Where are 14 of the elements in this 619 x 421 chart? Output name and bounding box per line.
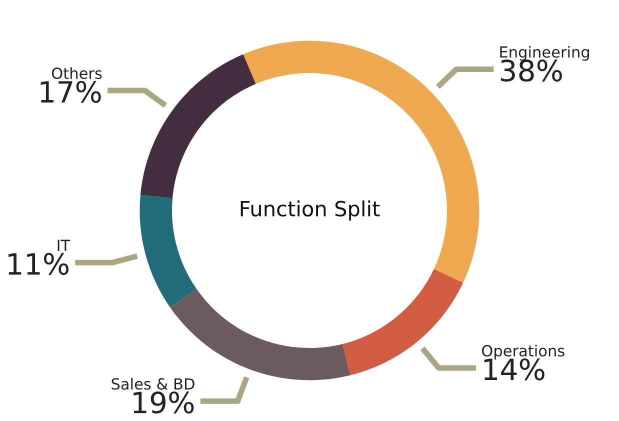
slice-label: Engineering: [500, 46, 589, 61]
slice-label: Sales & BD: [112, 378, 194, 390]
donut-slice: [342, 269, 464, 376]
data-label: 14%: [484, 358, 544, 380]
slice-label: Operations: [482, 344, 564, 360]
data-label: 38%: [500, 60, 562, 82]
data-label: 17%: [40, 80, 101, 103]
data-label: 19%: [134, 391, 194, 414]
data-label: 11%: [8, 252, 69, 275]
text: Function Split: [240, 200, 380, 221]
slice-label: Others: [52, 67, 102, 80]
donut-slice: [140, 195, 197, 308]
slice-label: IT: [58, 240, 70, 251]
donut-slice: [140, 54, 256, 198]
